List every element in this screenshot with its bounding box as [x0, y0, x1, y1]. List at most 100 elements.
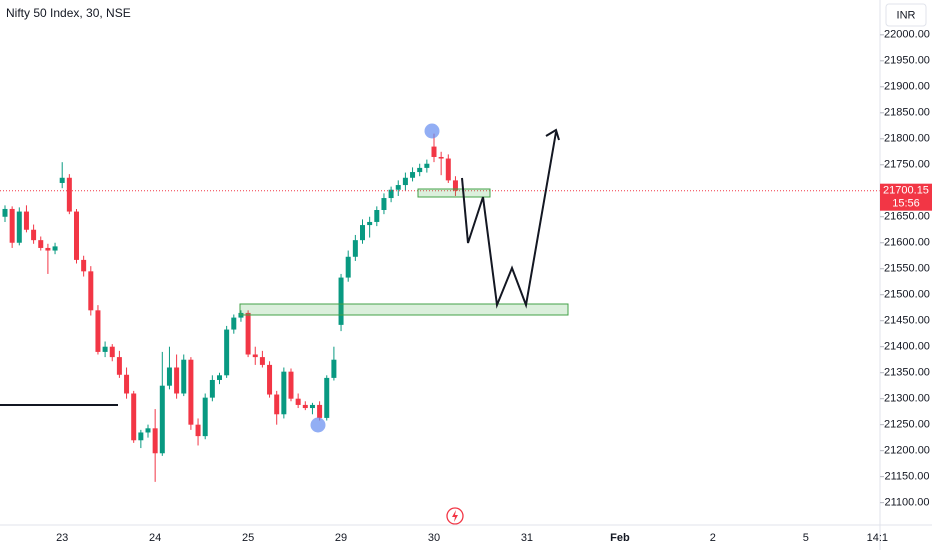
- candle-body: [417, 167, 423, 173]
- candle-body: [138, 432, 144, 441]
- countdown-label: 15:56: [892, 198, 920, 210]
- candle-body: [181, 359, 187, 394]
- x-tick-label: Feb: [610, 532, 630, 544]
- y-tick-label: 21300.00: [884, 393, 930, 405]
- candle-body: [195, 424, 201, 437]
- last-price-label: 21700.15: [883, 185, 929, 197]
- candle-body: [445, 158, 451, 181]
- y-tick-label: 21500.00: [884, 289, 930, 301]
- demand-zone[interactable]: [417, 188, 491, 198]
- projection-path[interactable]: [461, 131, 557, 309]
- y-tick-label: 21350.00: [884, 367, 930, 379]
- chart-title: Nifty 50 Index, 30, NSE: [6, 6, 131, 20]
- candle-body: [166, 367, 172, 386]
- candle-body: [267, 364, 273, 395]
- candle-body: [252, 354, 258, 358]
- candle-body: [309, 404, 315, 409]
- y-tick-label: 21900.00: [884, 81, 930, 93]
- candle-body: [345, 256, 351, 278]
- candle-body: [38, 240, 44, 248]
- candle-body: [159, 385, 165, 454]
- candle-body: [224, 329, 230, 376]
- candle-body: [367, 221, 373, 226]
- candle-body: [102, 346, 108, 352]
- candle-body: [360, 225, 365, 241]
- arrow-head: [545, 128, 560, 141]
- candle-body: [124, 374, 130, 394]
- candle-body: [352, 240, 358, 257]
- candle-body: [145, 428, 151, 433]
- last-price-tag: [880, 183, 932, 211]
- candle-body: [16, 211, 22, 243]
- candle-body: [331, 359, 337, 378]
- y-tick-label: 21150.00: [884, 471, 929, 483]
- candle-body: [9, 208, 15, 243]
- candle-body: [174, 367, 180, 394]
- candle-body: [381, 198, 387, 210]
- candle-body: [95, 310, 101, 352]
- candle-body: [81, 259, 87, 272]
- candle-body: [88, 271, 94, 311]
- y-tick-label: 21550.00: [884, 263, 930, 275]
- candle-body: [431, 146, 437, 157]
- x-tick-label: 25: [242, 532, 254, 544]
- swing-marker[interactable]: [424, 123, 440, 139]
- y-tick-label: 21950.00: [884, 55, 930, 67]
- x-tick-label: 30: [428, 532, 440, 544]
- candle-body: [231, 317, 237, 330]
- y-tick-label: 21600.00: [884, 237, 930, 249]
- y-tick-label: 21750.00: [884, 159, 930, 171]
- y-tick-label: 21650.00: [884, 211, 930, 223]
- candle-body: [52, 246, 58, 251]
- candle-body: [424, 163, 430, 168]
- demand-zone[interactable]: [239, 303, 569, 316]
- candle-body: [388, 189, 394, 199]
- candle-body: [288, 371, 294, 399]
- y-tick-label: 21800.00: [884, 133, 930, 145]
- candle-body: [66, 177, 72, 212]
- candle-body: [202, 397, 208, 437]
- candle-body: [374, 210, 380, 222]
- y-tick-label: 21200.00: [884, 445, 930, 457]
- candle-body: [245, 312, 251, 355]
- candle-body: [2, 208, 8, 217]
- x-tick-label: 24: [149, 532, 161, 544]
- y-tick-label: 21850.00: [884, 107, 930, 119]
- currency-label: INR: [897, 9, 916, 21]
- candle-body: [259, 357, 265, 365]
- plot-area: [0, 133, 880, 482]
- candle-body: [23, 211, 29, 230]
- x-tick-label: 14:1: [867, 532, 888, 544]
- x-tick-label: 23: [56, 532, 68, 544]
- y-tick-label: 21250.00: [884, 419, 930, 431]
- candle-body: [74, 211, 79, 260]
- candle-body: [152, 428, 158, 454]
- y-tick-label: 21450.00: [884, 315, 930, 327]
- candle-body: [438, 156, 444, 159]
- y-tick-label: 21400.00: [884, 341, 930, 353]
- candle-body: [45, 247, 51, 251]
- candle-body: [302, 404, 308, 409]
- candle-body: [59, 177, 65, 183]
- event-bolt: [452, 510, 458, 522]
- candle-body: [281, 371, 287, 415]
- candle-body: [209, 379, 215, 398]
- candle-body: [31, 229, 37, 241]
- x-tick-label: 5: [803, 532, 809, 544]
- candle-body: [410, 172, 416, 178]
- candle-body: [317, 404, 323, 418]
- currency-button[interactable]: [885, 3, 927, 27]
- candle-body: [217, 375, 222, 380]
- candle-body: [116, 357, 122, 375]
- candle-body: [402, 177, 408, 186]
- y-tick-label: 21100.00: [884, 497, 929, 509]
- candle-body: [131, 393, 137, 441]
- candle-body: [324, 377, 330, 418]
- candle-body: [395, 185, 401, 190]
- swing-marker[interactable]: [310, 417, 326, 433]
- candle-body: [295, 398, 301, 405]
- x-tick-label: 2: [710, 532, 716, 544]
- candle-body: [338, 277, 344, 325]
